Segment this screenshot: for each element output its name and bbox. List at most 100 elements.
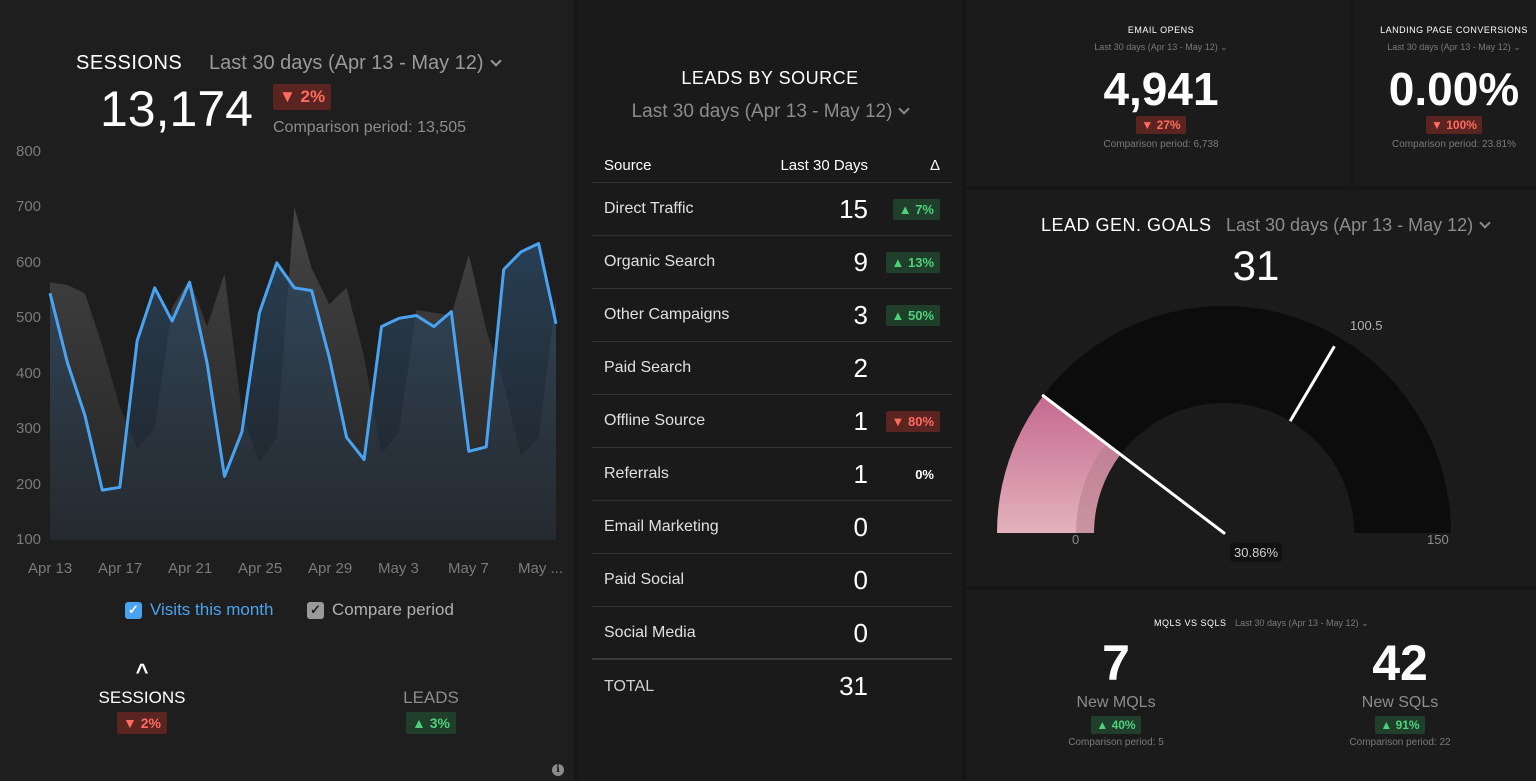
tab-leads[interactable]: LEADS ▲ 3% <box>386 688 476 734</box>
email-delta-badge: ▼ 27% <box>1136 116 1186 134</box>
x-tick-label: Apr 13 <box>28 560 73 577</box>
row-delta: ▲ 7% <box>892 198 940 220</box>
row-value: 0 <box>853 511 868 542</box>
y-tick-label: 700 <box>16 198 42 216</box>
y-tick-label: 200 <box>16 475 42 493</box>
row-value: 1 <box>853 405 868 436</box>
y-tick-label: 400 <box>16 364 42 382</box>
email-title: EMAIL OPENS <box>1127 25 1195 35</box>
legend-compare-label: Compare period <box>332 600 454 619</box>
table-row: Paid Search 2 <box>592 342 952 395</box>
email-period-label: Last 30 days (Apr 13 - May 12) <box>1094 42 1218 52</box>
new-sqls-comparison: Comparison period: 22 <box>1349 737 1451 748</box>
x-tick-label: May 3 <box>378 560 419 577</box>
new-mqls-comparison: Comparison period: 5 <box>1068 737 1164 748</box>
landing-title: LANDING PAGE CONVERSIONS <box>1380 25 1528 35</box>
tab-sessions-delta: ▼ 2% <box>117 712 167 734</box>
new-sqls-delta: ▲ 91% <box>1375 716 1425 734</box>
x-tick-label: Apr 25 <box>238 560 283 577</box>
new-sqls-value: 42 <box>1372 635 1428 691</box>
table-row: Email Marketing 0 <box>592 501 952 554</box>
gauge-inner-band <box>1076 443 1121 533</box>
sessions-period-dropdown[interactable]: Last 30 days (Apr 13 - May 12) <box>209 52 502 75</box>
mql-period-dropdown[interactable]: Last 30 days (Apr 13 - May 12) ⌄ <box>1235 618 1369 628</box>
x-tick-label: Apr 21 <box>168 560 213 577</box>
mql-title: MQLS VS SQLS <box>1154 618 1227 628</box>
row-source: Paid Search <box>604 359 692 376</box>
legend-visits-this-month[interactable]: ✓ Visits this month <box>125 600 273 620</box>
landing-comparison: Comparison period: 23.81% <box>1392 139 1516 150</box>
landing-delta-badge: ▼ 100% <box>1426 116 1482 134</box>
y-tick-label: 500 <box>16 309 42 327</box>
sessions-period-label: Last 30 days (Apr 13 - May 12) <box>209 52 484 74</box>
landing-delta-wrap: ▼ 100% <box>1354 116 1536 134</box>
y-tick-label: 800 <box>16 143 42 160</box>
table-row: Other Campaigns 3 ▲ 50% <box>592 289 952 342</box>
legend-compare-period[interactable]: ✓ Compare period <box>307 600 454 620</box>
row-source: Offline Source <box>604 412 706 429</box>
total-label: TOTAL <box>604 677 655 695</box>
y-tick-label: 100 <box>16 531 42 548</box>
gauge-goal-marker <box>1288 345 1336 422</box>
new-sqls-label: New SQLs <box>1361 694 1439 711</box>
mql-period-label: Last 30 days (Apr 13 - May 12) <box>1235 618 1359 628</box>
new-mqls-label: New MQLs <box>1076 694 1156 711</box>
table-row: Organic Search 9 ▲ 13% <box>592 236 952 289</box>
row-value: 9 <box>853 246 868 277</box>
table-row: Referrals 1 0% <box>592 448 952 501</box>
sessions-chart <box>48 207 558 540</box>
email-period-dropdown[interactable]: Last 30 days (Apr 13 - May 12) ⌄ <box>1094 42 1228 52</box>
row-source: Paid Social <box>604 571 685 588</box>
table-row: Direct Traffic 15 ▲ 7% <box>592 183 952 236</box>
y-tick-label: 300 <box>16 420 42 438</box>
goals-period-label: Last 30 days (Apr 13 - May 12) <box>1226 215 1474 235</box>
mqls-vs-sqls-panel: MQLS VS SQLS Last 30 days (Apr 13 - May … <box>966 590 1536 781</box>
row-source: Social Media <box>604 624 696 641</box>
leads-title: LEADS BY SOURCE <box>681 68 859 88</box>
email-opens-panel: EMAIL OPENS Last 30 days (Apr 13 - May 1… <box>966 0 1350 186</box>
leads-total-row: TOTAL 31 <box>592 658 952 713</box>
chevron-down-icon <box>898 103 911 115</box>
row-source: Other Campaigns <box>604 306 730 323</box>
gauge-max-label: 150 <box>1427 532 1449 547</box>
visits-this-month-line <box>48 242 558 492</box>
email-value: 4,941 <box>1103 63 1219 115</box>
gauge-track <box>997 305 1451 533</box>
x-tick-label: Apr 17 <box>98 560 143 577</box>
row-source: Organic Search <box>604 253 716 270</box>
sessions-title: SESSIONS <box>76 52 183 74</box>
table-row: Paid Social 0 <box>592 554 952 607</box>
row-source: Email Marketing <box>604 518 719 535</box>
header-source: Source <box>604 156 652 174</box>
goals-value: 31 <box>1232 242 1280 289</box>
new-mqls-metric: 7 New MQLs ▲ 40% Comparison period: 5 <box>1041 634 1191 748</box>
leads-period-dropdown[interactable]: Last 30 days (Apr 13 - May 12) <box>578 101 962 123</box>
y-tick-label: 600 <box>16 253 42 271</box>
email-delta-wrap: ▼ 27% <box>966 116 1350 134</box>
gauge-goal-label: 100.5 <box>1350 318 1383 333</box>
row-value: 1 <box>853 458 868 489</box>
info-icon[interactable]: i <box>552 764 564 776</box>
tab-sessions[interactable]: ^ SESSIONS ▼ 2% <box>96 659 188 734</box>
row-value: 2 <box>853 352 868 383</box>
goals-period-dropdown[interactable]: Last 30 days (Apr 13 - May 12) <box>1226 215 1491 236</box>
x-tick-label: May 7 <box>448 560 489 577</box>
row-delta: ▼ 80% <box>885 410 940 432</box>
gauge-needle <box>1041 394 1226 535</box>
new-mqls-value: 7 <box>1102 635 1130 691</box>
leads-table-header: Source Last 30 Days Δ <box>592 148 952 183</box>
sessions-comparison: Comparison period: 13,505 <box>273 119 467 136</box>
leads-by-source-panel: LEADS BY SOURCE Last 30 days (Apr 13 - M… <box>578 0 962 781</box>
checkbox-checked-icon: ✓ <box>307 601 324 619</box>
leads-period-label: Last 30 days (Apr 13 - May 12) <box>631 101 893 122</box>
gauge-min-label: 0 <box>1072 532 1080 547</box>
row-delta: ▲ 13% <box>885 251 940 273</box>
chevron-up-icon: ^ <box>135 659 149 684</box>
landing-period-dropdown[interactable]: Last 30 days (Apr 13 - May 12) ⌄ <box>1387 42 1521 52</box>
lead-gen-goals-panel: LEAD GEN. GOALS Last 30 days (Apr 13 - M… <box>966 190 1536 586</box>
row-source: Direct Traffic <box>604 200 694 217</box>
goals-title: LEAD GEN. GOALS <box>1041 215 1212 235</box>
x-tick-label: May ... <box>518 560 564 577</box>
row-value: 0 <box>853 564 868 595</box>
header-delta: Δ <box>929 156 940 174</box>
